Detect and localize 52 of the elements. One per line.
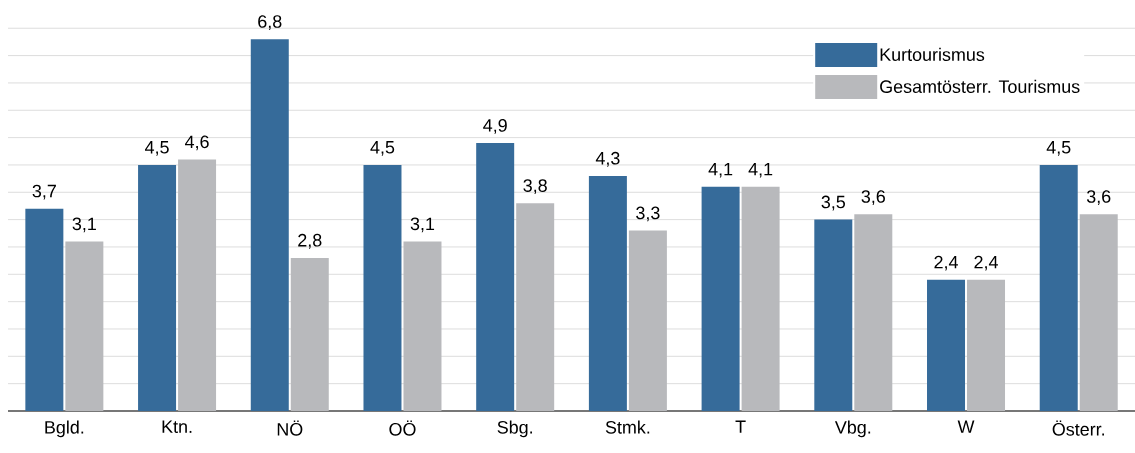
data-label: 3,7 bbox=[32, 184, 56, 200]
legend-label: Gesamtösterr. Tourismus bbox=[880, 79, 1080, 93]
bar bbox=[854, 214, 893, 411]
bar bbox=[363, 164, 402, 411]
bar bbox=[65, 241, 104, 411]
x-tick-label: Ktn. bbox=[162, 420, 192, 433]
data-label: 4,5 bbox=[370, 141, 395, 156]
data-label: 2,4 bbox=[974, 255, 998, 271]
x-tick-label: Österr. bbox=[1052, 420, 1104, 436]
x-tick-label: Vbg. bbox=[834, 420, 871, 438]
bar bbox=[476, 143, 515, 411]
bar bbox=[403, 241, 442, 411]
bar bbox=[250, 39, 289, 411]
data-label: 3,3 bbox=[636, 206, 660, 222]
legend-label: Kurtourismus bbox=[880, 47, 985, 61]
data-label: 4,5 bbox=[1046, 141, 1071, 156]
data-label: 3,1 bbox=[410, 217, 435, 233]
data-label: 4,1 bbox=[708, 162, 733, 178]
x-tick-label: T bbox=[735, 420, 746, 433]
bar bbox=[927, 279, 966, 411]
data-label: 4,6 bbox=[185, 135, 209, 151]
x-tick-label: Sbg. bbox=[497, 420, 532, 438]
x-tick-label: OÖ bbox=[389, 420, 416, 436]
data-label: 6,8 bbox=[258, 15, 282, 30]
data-label: 3,1 bbox=[72, 217, 96, 233]
data-label: 2,4 bbox=[934, 255, 958, 271]
bar bbox=[25, 208, 64, 411]
bar bbox=[138, 164, 177, 411]
data-label: 4,3 bbox=[595, 151, 620, 167]
bar bbox=[814, 219, 853, 411]
data-label: 3,5 bbox=[821, 195, 846, 211]
x-tick-label: NÖ bbox=[277, 420, 303, 436]
data-label: 4,1 bbox=[748, 162, 773, 178]
data-label: 3,6 bbox=[1086, 190, 1111, 205]
bar bbox=[588, 175, 627, 411]
data-label: 2,8 bbox=[298, 233, 322, 249]
x-tick-label: Bgld. bbox=[45, 420, 84, 438]
x-tick-label: W bbox=[957, 420, 975, 433]
x-tick-label: Stmk. bbox=[605, 420, 650, 434]
bar bbox=[290, 257, 329, 411]
data-label: 3,6 bbox=[861, 190, 885, 205]
bar bbox=[741, 186, 780, 411]
bar bbox=[1079, 214, 1118, 411]
bar bbox=[628, 230, 667, 411]
data-label: 4,5 bbox=[145, 141, 169, 156]
bar bbox=[1039, 164, 1078, 411]
bar bbox=[516, 203, 555, 411]
bar bbox=[178, 159, 217, 411]
bar bbox=[701, 186, 740, 411]
data-label: 3,8 bbox=[523, 179, 547, 195]
data-label: 4,9 bbox=[483, 119, 507, 134]
bar bbox=[967, 279, 1006, 411]
